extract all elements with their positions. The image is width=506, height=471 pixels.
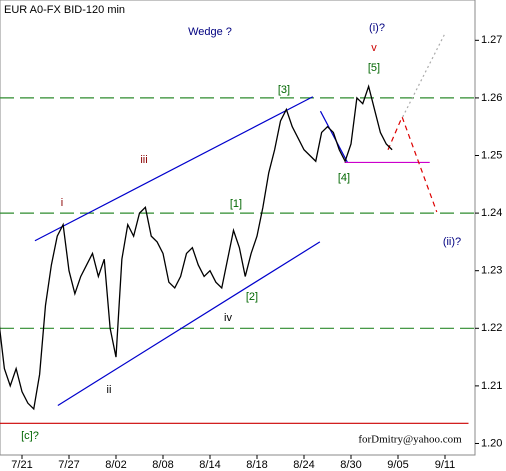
annotation-label: i: [61, 197, 63, 209]
annotation-line: [57, 241, 321, 406]
annotation-label: (i)?: [369, 22, 385, 34]
x-tick-label: 8/14: [199, 459, 220, 471]
x-tick-label: 8/24: [293, 459, 314, 471]
annotation-label: [c]?: [21, 430, 39, 442]
chart-title: EUR A0-FX BID-120 min: [4, 4, 125, 16]
annotation-line: [402, 34, 445, 118]
x-tick-label: 7/21: [11, 459, 32, 471]
y-tick-label: 1.26: [481, 92, 502, 104]
annotation-line: [319, 110, 349, 163]
x-tick-label: 8/30: [340, 459, 361, 471]
annotation-label: v: [371, 42, 377, 54]
annotation-label: [5]: [368, 62, 380, 74]
annotation-label: [4]: [338, 172, 350, 184]
x-tick-label: 9/05: [387, 459, 408, 471]
annotation-label: [1]: [230, 198, 242, 210]
y-tick-label: 1.24: [481, 207, 502, 219]
y-tick-label: 1.25: [481, 149, 502, 161]
y-tick-label: 1.21: [481, 380, 502, 392]
annotation-line: [387, 115, 438, 213]
price-line: [0, 84, 393, 411]
y-tick-label: 1.20: [481, 437, 502, 449]
plot-frame: [0, 0, 476, 456]
annotation-line: [34, 96, 314, 242]
x-tick-label: 7/27: [58, 459, 79, 471]
x-tick-label: 8/02: [105, 459, 126, 471]
annotation-label: Wedge ?: [188, 26, 232, 38]
y-tick-label: 1.27: [481, 34, 502, 46]
y-tick-label: 1.22: [481, 322, 502, 334]
annotation-label: forDmitry@yahoo.com: [358, 434, 462, 446]
y-tick-label: 1.23: [481, 265, 502, 277]
annotation-label: (ii)?: [443, 236, 461, 248]
annotation-label: iv: [224, 312, 232, 324]
x-tick-label: 8/08: [152, 459, 173, 471]
x-tick-label: 8/18: [246, 459, 267, 471]
x-tick-label: 9/11: [435, 459, 456, 471]
annotation-label: iii: [140, 154, 147, 166]
annotation-label: [2]: [246, 291, 258, 303]
annotation-label: [3]: [278, 84, 290, 96]
annotation-label: ii: [107, 384, 112, 396]
